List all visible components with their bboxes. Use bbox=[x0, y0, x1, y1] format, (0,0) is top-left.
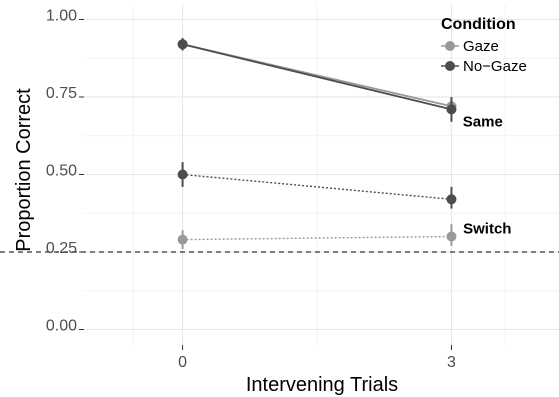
legend-key-point bbox=[445, 41, 455, 51]
series-no-gaze-switch bbox=[177, 162, 457, 209]
x-tick-label: 0 bbox=[178, 354, 187, 371]
x-tick-label: 3 bbox=[447, 354, 456, 371]
y-axis: 0.00 0.25 0.50 0.75 1.00 bbox=[46, 8, 84, 335]
legend-label: Gaze bbox=[463, 38, 499, 55]
data-point bbox=[446, 194, 457, 205]
series-line bbox=[182, 173, 452, 200]
data-point bbox=[177, 169, 188, 180]
data-point bbox=[177, 39, 188, 50]
y-tick-label: 0.50 bbox=[46, 163, 77, 180]
series-line bbox=[182, 235, 452, 241]
annotation-layer: Same Switch bbox=[463, 113, 512, 237]
y-tick-label: 1.00 bbox=[46, 8, 77, 25]
x-axis-title: Intervening Trials bbox=[246, 374, 398, 396]
y-tick-label: 0.75 bbox=[46, 85, 77, 102]
series-gaze-switch bbox=[177, 224, 457, 249]
grid-major bbox=[84, 4, 559, 345]
legend-label: No−Gaze bbox=[463, 58, 527, 75]
legend-key-point bbox=[445, 61, 455, 71]
series-layer bbox=[177, 38, 457, 249]
annotation-label: Same bbox=[463, 113, 503, 130]
y-tick-label: 0.00 bbox=[46, 318, 77, 335]
data-point bbox=[446, 231, 457, 242]
y-axis-title: Proportion Correct bbox=[13, 88, 35, 252]
legend: Condition Gaze No−Gaze bbox=[441, 16, 527, 75]
annotation-label: Switch bbox=[463, 220, 511, 237]
y-tick-label: 0.25 bbox=[46, 240, 77, 257]
series-no-gaze-same bbox=[177, 38, 457, 122]
legend-title: Condition bbox=[441, 16, 516, 33]
series-line bbox=[182, 43, 452, 111]
data-point bbox=[177, 234, 188, 245]
data-point bbox=[446, 104, 457, 115]
